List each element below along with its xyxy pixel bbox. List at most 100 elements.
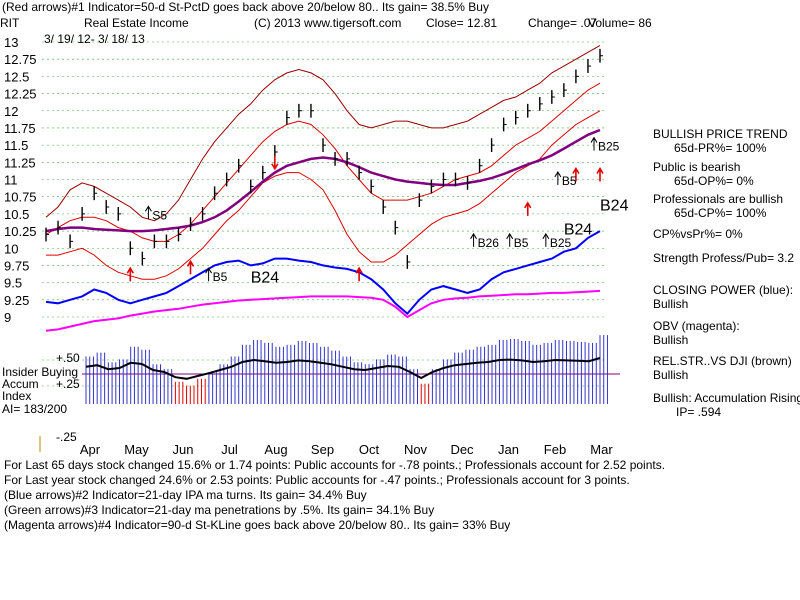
copyright: (C) 2013 www.tigersoft.com — [254, 16, 402, 30]
professionals-status: Professionals are bullish — [653, 192, 784, 206]
month-label: Sep — [311, 442, 334, 457]
closing-power-state: Bullish — [653, 297, 689, 311]
series-line-lower-band — [46, 110, 601, 280]
month-label: Jun — [173, 442, 194, 457]
cp-value: 65d-CP%= 100% — [674, 206, 767, 220]
y-tick-label: 9.5 — [4, 276, 22, 291]
indicator-1-line: (Red arrows)#1 Indicator=50-d St-PctD go… — [2, 0, 489, 14]
insider-buying-label: Insider Buying — [2, 365, 79, 379]
red-arrow — [271, 155, 279, 171]
month-label: Nov — [404, 442, 428, 457]
accum-label-plus25: +.25 — [56, 377, 80, 391]
y-tick-label: 10.75 — [4, 190, 37, 205]
big-signal-label: B24 — [251, 270, 280, 287]
signal-arrows — [126, 136, 604, 282]
cp-vs-pr: CP%vsPr%= 0% — [653, 227, 743, 241]
y-tick-label: 12.25 — [4, 87, 37, 102]
accum-label-minus25: -.25 — [56, 430, 77, 444]
signal-arrowhead — [590, 136, 598, 143]
month-label: May — [124, 442, 149, 457]
index-label: Index — [2, 389, 32, 403]
price-bars — [45, 48, 603, 269]
month-label: Jul — [221, 442, 238, 457]
y-axis-ticks: 13 12.75 12.5 12.25 12 11.75 11.5 11.25 11 10.75 1… — [4, 35, 37, 325]
y-tick-label: 10.25 — [4, 224, 37, 239]
series-line-closing-power — [45, 230, 601, 316]
big-signal-label: B24 — [564, 222, 593, 239]
accum-label: Accum — [2, 377, 39, 391]
pr-value: 65d-PR%= 100% — [674, 141, 767, 155]
signal-label: B25 — [598, 140, 620, 154]
big-signal-label: B24 — [600, 197, 629, 214]
series-lines — [45, 44, 601, 332]
footer-magenta-arrows: (Magenta arrows)#4 Indicator=90-d St-KLi… — [4, 518, 511, 532]
series-line-obv — [45, 289, 601, 332]
signal-label: S5 — [152, 208, 167, 222]
y-tick-label: 11.5 — [4, 138, 28, 153]
red-arrow — [572, 166, 580, 182]
month-label: Apr — [80, 442, 101, 457]
accum-rising: Bullish: Accumulation Rising — [653, 391, 800, 405]
bullish-price-trend: BULLISH PRICE TREND — [653, 127, 788, 141]
relstr-title: REL.STR..VS DJI (brown) — [653, 354, 792, 368]
closing-power-title: CLOSING POWER (blue): — [653, 283, 794, 297]
signal-arrowhead — [470, 232, 477, 240]
month-label: Dec — [450, 442, 474, 457]
y-tick-label: 9 — [4, 310, 11, 325]
y-tick-label: 9.25 — [4, 293, 29, 308]
footer-green-arrows: (Green arrows)#3 Indicator=21-day ma pen… — [4, 503, 435, 517]
signal-label: B5 — [514, 236, 529, 250]
signal-arrowhead — [554, 170, 562, 178]
close-value: Close= 12.81 — [426, 16, 498, 30]
signal-label: B26 — [478, 236, 500, 250]
red-arrow — [524, 201, 532, 216]
signal-label: B5 — [562, 174, 577, 188]
y-tick-label: 11 — [4, 173, 18, 188]
month-axis: Apr May Jun Jul Aug Sep Oct Nov Dec Jan Feb Mar — [39, 436, 613, 457]
y-tick-label: 11.75 — [4, 121, 36, 136]
y-tick-label: 12.5 — [4, 69, 29, 84]
strength-ratio: Strength Profess/Pub= 3.2 — [653, 251, 795, 265]
ip-value: IP= .594 — [676, 405, 722, 419]
month-label: Mar — [590, 442, 613, 457]
series-line-upper-band — [45, 44, 601, 222]
signal-arrowhead — [542, 232, 550, 240]
change-value: Change= .07 — [528, 16, 598, 30]
public-status: Public is bearish — [653, 160, 741, 174]
footer-last-year: For Last year stock changed 24.6% or 2.5… — [4, 473, 630, 487]
y-tick-label: 13 — [4, 35, 18, 50]
company-name: Real Estate Income — [84, 16, 189, 30]
series-line-long-ma — [45, 128, 601, 233]
rel-strength-line — [85, 357, 601, 380]
month-label: Aug — [264, 442, 287, 457]
grid — [42, 41, 604, 318]
month-label: Jan — [498, 442, 519, 457]
accum-label-plus50: +.50 — [56, 351, 80, 365]
y-tick-label: 9.75 — [4, 258, 29, 273]
price-chart: 13 12.75 12.5 12.25 12 11.75 11.5 11.25 11 10.75 1… — [4, 35, 629, 457]
month-label: Feb — [544, 442, 566, 457]
obv-state: Bullish — [653, 333, 689, 347]
y-tick-label: 10 — [4, 241, 18, 256]
red-arrow — [355, 266, 363, 282]
series-line-moving-average — [45, 82, 601, 242]
relstr-state: Bullish — [653, 368, 689, 382]
signal-arrowhead — [144, 205, 152, 212]
date-range: 3/ 19/ 12- 3/ 18/ 13 — [44, 32, 145, 46]
red-arrow — [596, 166, 604, 182]
accumulation-panel — [42, 335, 620, 404]
y-tick-label: 10.5 — [4, 207, 29, 222]
red-arrow — [126, 266, 134, 282]
month-label: Oct — [359, 442, 380, 457]
signal-arrowhead — [205, 267, 213, 274]
y-tick-label: 11.25 — [4, 155, 36, 170]
obv-title: OBV (magenta): — [653, 319, 740, 333]
footer-65-days: For Last 65 days stock changed 15.6% or … — [4, 458, 666, 472]
red-arrow — [186, 259, 195, 275]
footer-blue-arrows: (Blue arrows)#2 Indicator=21-day IPA ma … — [4, 488, 367, 502]
symbol: RIT — [0, 16, 20, 30]
signal-arrowhead — [506, 232, 514, 240]
signal-label: B25 — [550, 236, 572, 250]
ai-value: AI= 183/200 — [2, 402, 68, 416]
